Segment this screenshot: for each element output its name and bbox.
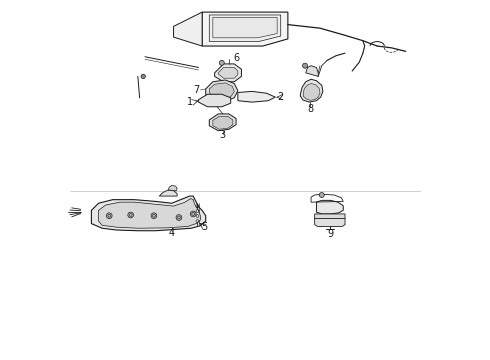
Text: 8: 8	[307, 104, 314, 113]
Polygon shape	[209, 114, 236, 131]
Polygon shape	[209, 83, 234, 99]
Circle shape	[190, 211, 196, 217]
Polygon shape	[315, 214, 345, 220]
Circle shape	[176, 215, 182, 220]
Text: 2: 2	[278, 92, 284, 102]
Circle shape	[220, 60, 224, 65]
Polygon shape	[159, 190, 177, 196]
Polygon shape	[213, 116, 233, 129]
Polygon shape	[98, 199, 200, 228]
Polygon shape	[215, 64, 242, 82]
Polygon shape	[238, 91, 275, 102]
Polygon shape	[198, 94, 231, 107]
Polygon shape	[209, 15, 281, 41]
Text: 3: 3	[220, 130, 226, 140]
Circle shape	[151, 213, 157, 219]
Polygon shape	[218, 67, 238, 78]
Text: 4: 4	[169, 228, 175, 238]
Polygon shape	[213, 18, 277, 38]
Text: 5: 5	[201, 222, 207, 232]
Polygon shape	[202, 12, 288, 46]
Polygon shape	[300, 79, 323, 102]
Polygon shape	[173, 12, 202, 46]
Circle shape	[128, 212, 134, 218]
Polygon shape	[206, 80, 238, 102]
Circle shape	[141, 74, 146, 78]
Text: 9: 9	[327, 229, 333, 239]
Circle shape	[302, 63, 308, 68]
Polygon shape	[315, 219, 345, 226]
Circle shape	[106, 213, 112, 219]
Text: 7: 7	[193, 85, 199, 95]
Text: 1: 1	[187, 97, 193, 107]
Polygon shape	[317, 201, 343, 214]
Polygon shape	[168, 185, 177, 191]
Polygon shape	[92, 196, 206, 231]
Polygon shape	[303, 84, 320, 100]
Circle shape	[319, 193, 324, 198]
Text: 6: 6	[233, 53, 239, 63]
Polygon shape	[306, 66, 318, 76]
